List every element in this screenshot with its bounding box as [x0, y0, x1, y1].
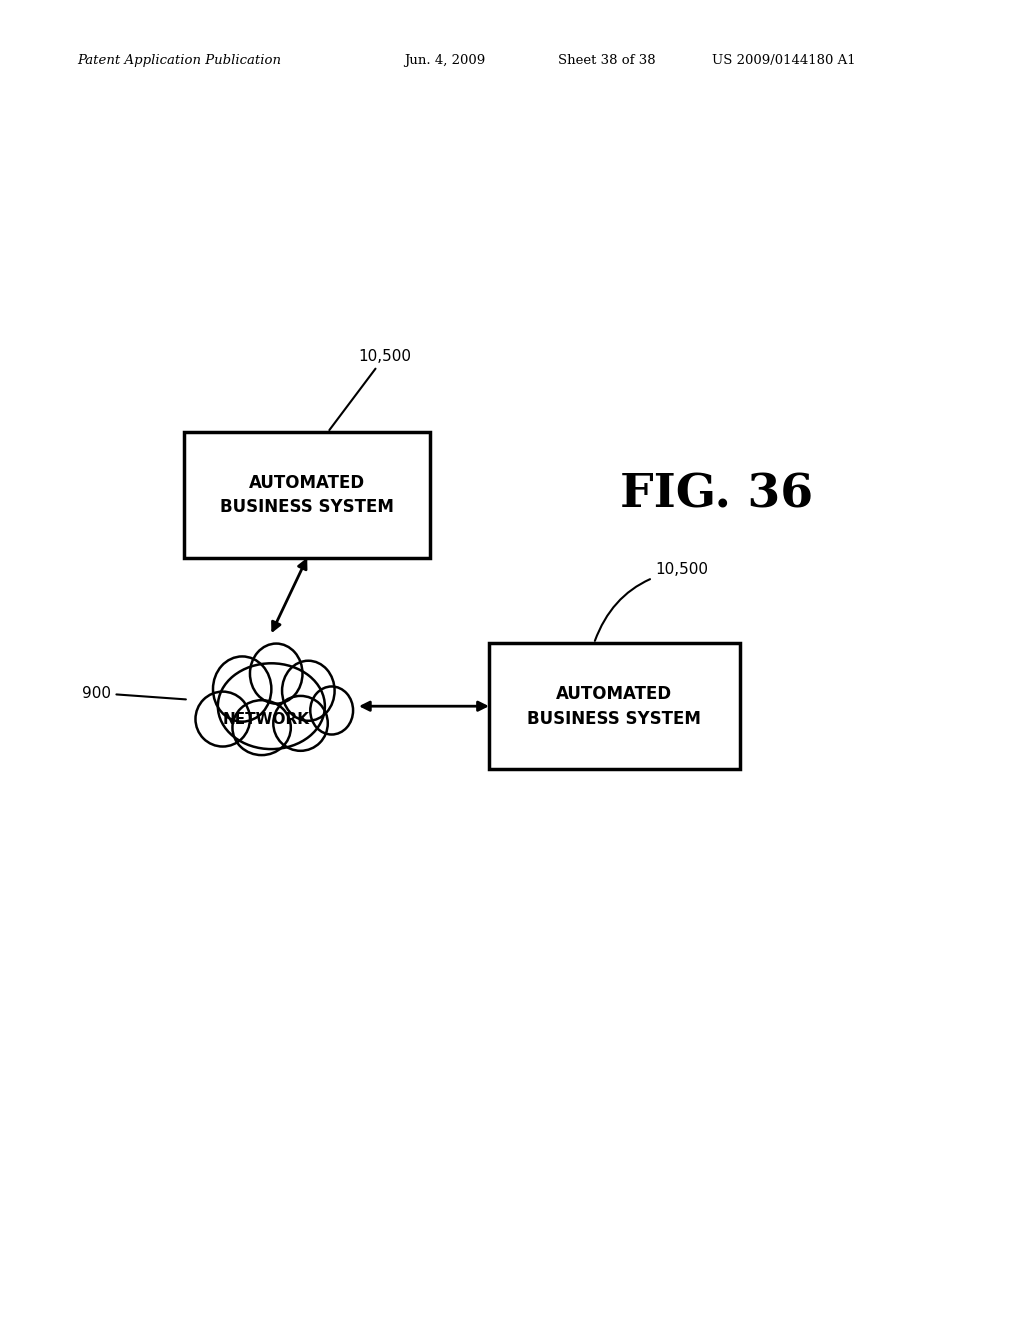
Text: 900: 900 — [82, 685, 186, 701]
Text: Patent Application Publication: Patent Application Publication — [77, 54, 281, 67]
Ellipse shape — [196, 692, 250, 747]
Ellipse shape — [213, 656, 271, 722]
Ellipse shape — [282, 661, 335, 721]
Text: US 2009/0144180 A1: US 2009/0144180 A1 — [712, 54, 855, 67]
Ellipse shape — [232, 700, 291, 755]
FancyBboxPatch shape — [489, 643, 739, 768]
Text: AUTOMATED
BUSINESS SYSTEM: AUTOMATED BUSINESS SYSTEM — [220, 474, 394, 516]
Text: 10,500: 10,500 — [595, 562, 709, 642]
Text: FIG. 36: FIG. 36 — [621, 473, 813, 517]
FancyBboxPatch shape — [184, 433, 430, 557]
Text: Jun. 4, 2009: Jun. 4, 2009 — [404, 54, 485, 67]
Text: Sheet 38 of 38: Sheet 38 of 38 — [558, 54, 655, 67]
Ellipse shape — [218, 663, 325, 748]
Ellipse shape — [273, 696, 328, 751]
Ellipse shape — [310, 686, 353, 734]
Text: 10,500: 10,500 — [330, 348, 412, 430]
Text: AUTOMATED
BUSINESS SYSTEM: AUTOMATED BUSINESS SYSTEM — [527, 685, 701, 727]
Text: NETWORK: NETWORK — [223, 711, 309, 727]
Ellipse shape — [250, 644, 302, 704]
